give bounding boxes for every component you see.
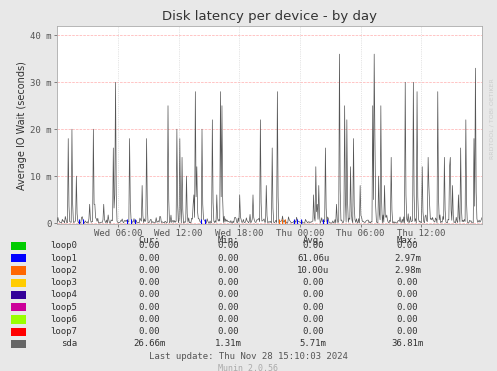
Text: 36.81m: 36.81m — [392, 339, 423, 348]
Text: 0.00: 0.00 — [302, 315, 324, 324]
Text: 0.00: 0.00 — [302, 327, 324, 336]
Text: RRDTOOL / TOBI OETIKER: RRDTOOL / TOBI OETIKER — [489, 78, 494, 159]
Text: 0.00: 0.00 — [397, 327, 418, 336]
Text: loop3: loop3 — [50, 278, 77, 287]
Text: 0.00: 0.00 — [397, 278, 418, 287]
Text: Last update: Thu Nov 28 15:10:03 2024: Last update: Thu Nov 28 15:10:03 2024 — [149, 352, 348, 361]
Text: 0.00: 0.00 — [397, 303, 418, 312]
Text: 61.06u: 61.06u — [297, 254, 329, 263]
Text: Cur:: Cur: — [138, 236, 160, 244]
Text: 10.00u: 10.00u — [297, 266, 329, 275]
Text: 0.00: 0.00 — [138, 303, 160, 312]
Text: loop4: loop4 — [50, 290, 77, 299]
Text: 0.00: 0.00 — [218, 315, 240, 324]
Text: sda: sda — [61, 339, 77, 348]
Text: Avg:: Avg: — [302, 236, 324, 244]
Y-axis label: Average IO Wait (seconds): Average IO Wait (seconds) — [17, 61, 27, 190]
Text: 0.00: 0.00 — [218, 290, 240, 299]
Text: 1.31m: 1.31m — [215, 339, 242, 348]
Title: Disk latency per device - by day: Disk latency per device - by day — [162, 10, 377, 23]
Text: 0.00: 0.00 — [397, 290, 418, 299]
Text: loop5: loop5 — [50, 303, 77, 312]
Text: Munin 2.0.56: Munin 2.0.56 — [219, 364, 278, 371]
Text: 0.00: 0.00 — [218, 327, 240, 336]
Text: loop0: loop0 — [50, 242, 77, 250]
Text: 2.98m: 2.98m — [394, 266, 421, 275]
Text: Min:: Min: — [218, 236, 240, 244]
Text: 26.66m: 26.66m — [133, 339, 165, 348]
Text: 0.00: 0.00 — [218, 303, 240, 312]
Text: 0.00: 0.00 — [218, 278, 240, 287]
Text: 0.00: 0.00 — [302, 278, 324, 287]
Text: 0.00: 0.00 — [138, 278, 160, 287]
Text: Max:: Max: — [397, 236, 418, 244]
Text: 2.97m: 2.97m — [394, 254, 421, 263]
Text: 0.00: 0.00 — [138, 266, 160, 275]
Text: 0.00: 0.00 — [138, 290, 160, 299]
Text: 5.71m: 5.71m — [300, 339, 327, 348]
Text: 0.00: 0.00 — [218, 254, 240, 263]
Text: 0.00: 0.00 — [218, 242, 240, 250]
Text: loop1: loop1 — [50, 254, 77, 263]
Text: loop2: loop2 — [50, 266, 77, 275]
Text: 0.00: 0.00 — [138, 315, 160, 324]
Text: 0.00: 0.00 — [302, 303, 324, 312]
Text: 0.00: 0.00 — [397, 242, 418, 250]
Text: 0.00: 0.00 — [302, 242, 324, 250]
Text: 0.00: 0.00 — [397, 315, 418, 324]
Text: 0.00: 0.00 — [138, 327, 160, 336]
Text: 0.00: 0.00 — [138, 242, 160, 250]
Text: 0.00: 0.00 — [138, 254, 160, 263]
Text: loop6: loop6 — [50, 315, 77, 324]
Text: loop7: loop7 — [50, 327, 77, 336]
Text: 0.00: 0.00 — [218, 266, 240, 275]
Text: 0.00: 0.00 — [302, 290, 324, 299]
